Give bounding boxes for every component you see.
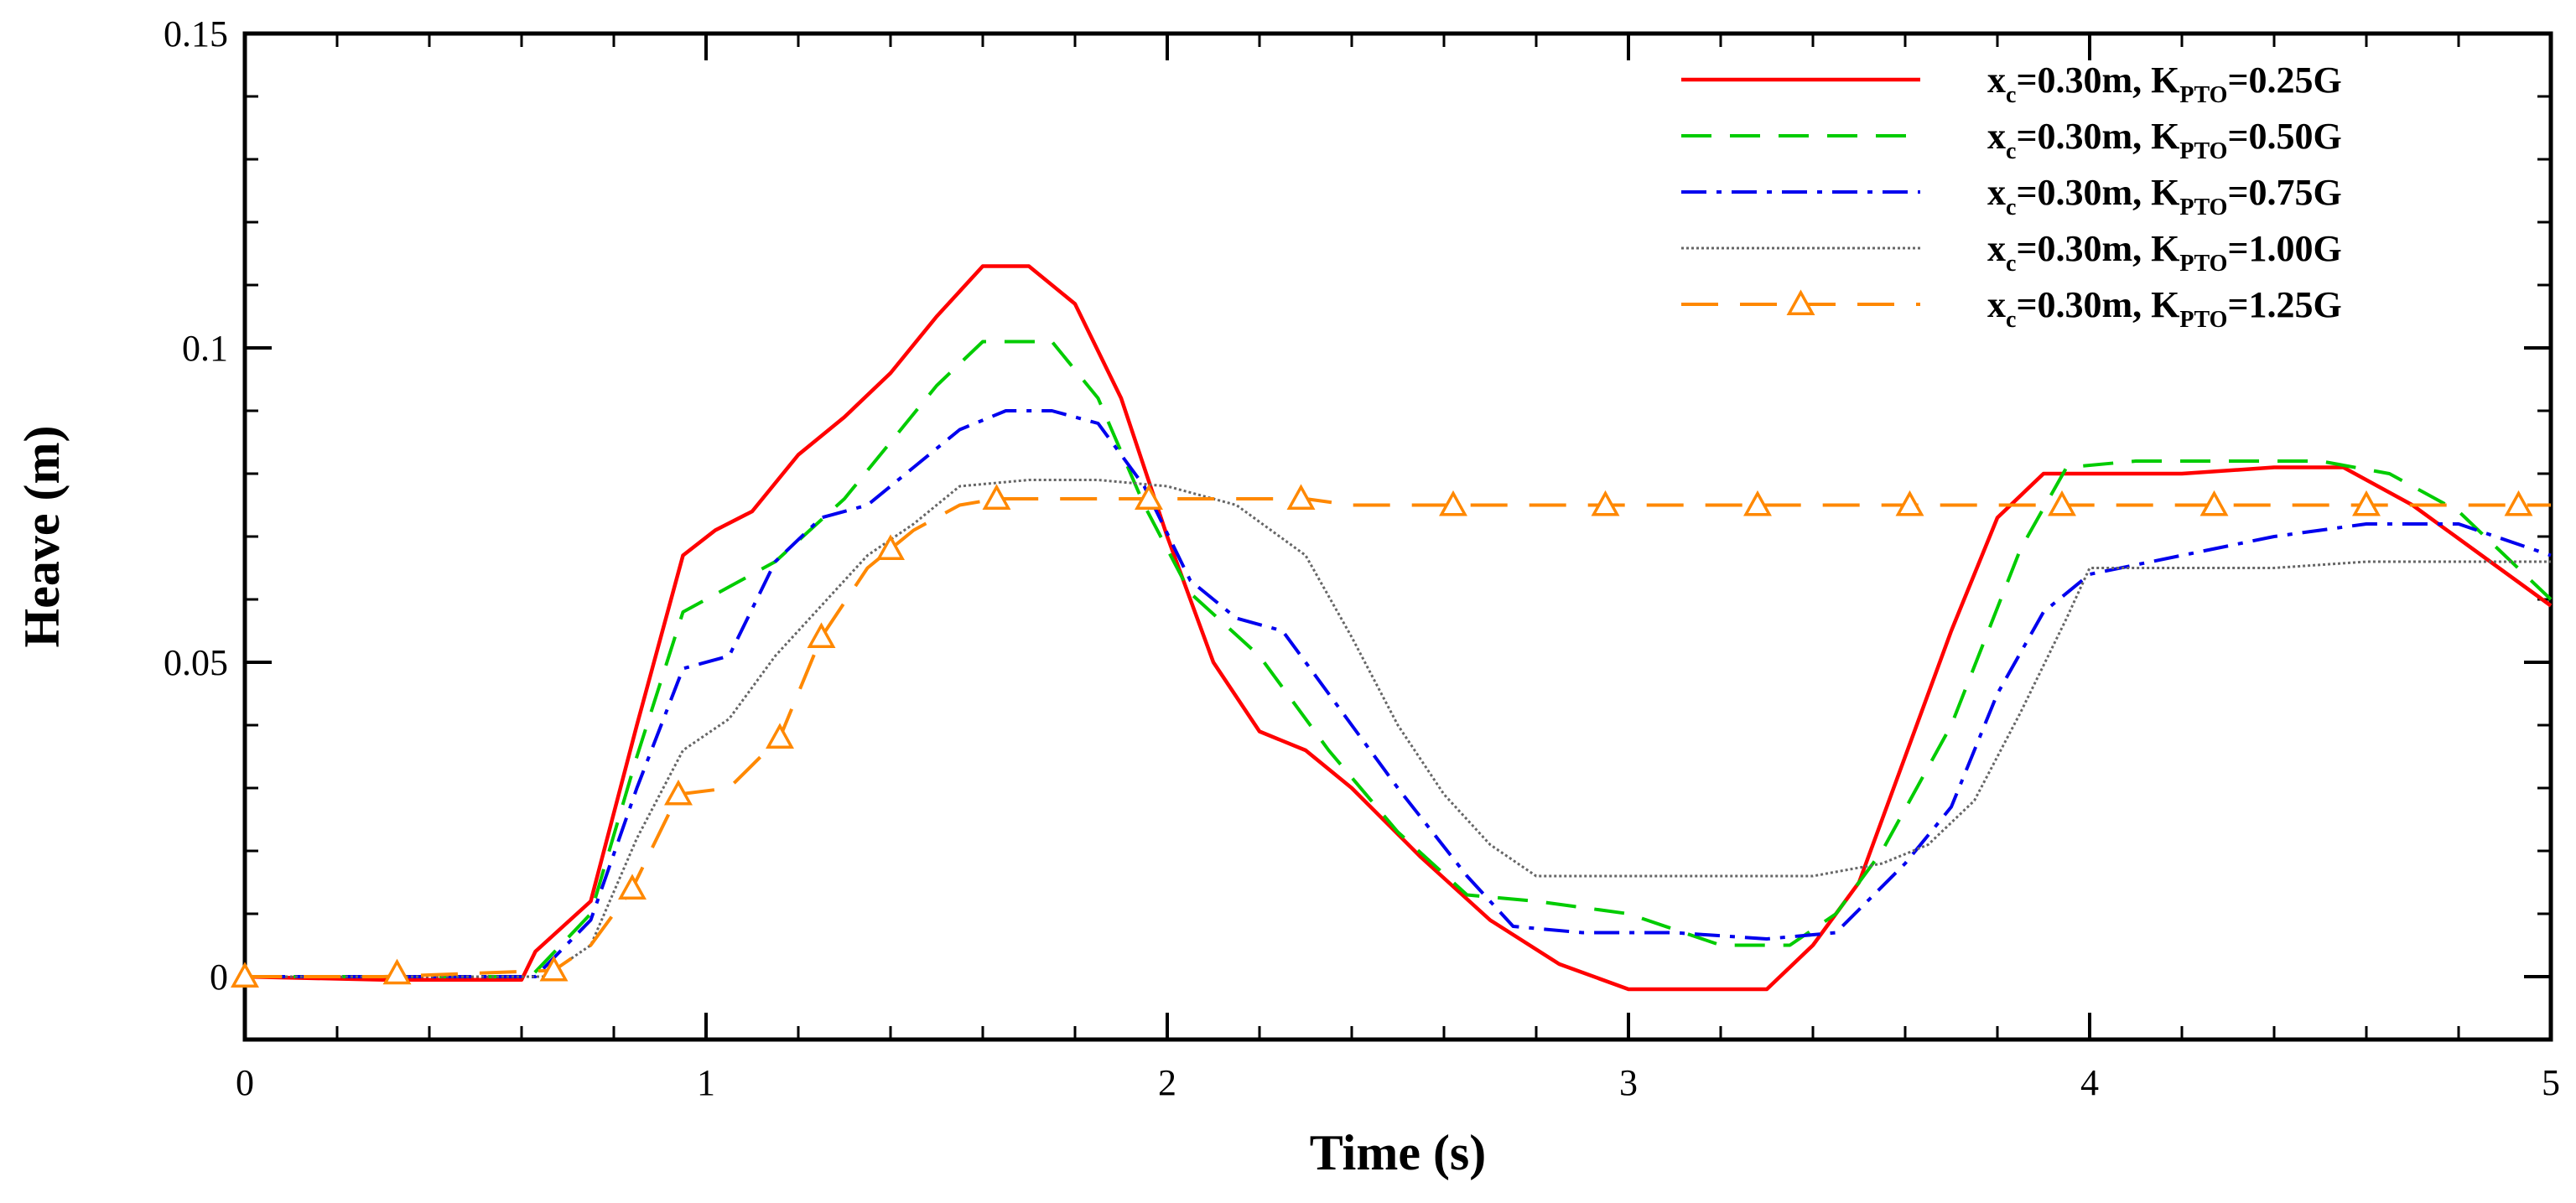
legend: xc=0.30m, KPTO=0.25G xc=0.30m, KPTO=0.50G… (1681, 60, 2342, 333)
legend-label: xc=0.30m, KPTO=1.25G (1987, 284, 2342, 333)
legend-label: xc=0.30m, KPTO=0.75G (1987, 172, 2342, 220)
legend-item: xc=0.30m, KPTO=0.25G (1681, 60, 2342, 108)
data-point-marker (2504, 490, 2533, 516)
data-point-marker (618, 874, 647, 900)
series-line (244, 264, 2553, 992)
data-point-marker (1135, 484, 1163, 510)
data-point-marker (1743, 490, 1772, 516)
series-3 (245, 409, 2552, 978)
data-point-marker (1591, 490, 1620, 516)
legend-item: xc=0.30m, KPTO=1.00G (1681, 228, 2342, 277)
data-point-marker (807, 622, 836, 648)
legend-item: xc=0.30m, KPTO=0.50G (1681, 116, 2342, 164)
series-line (245, 340, 2553, 978)
x-tick-label: 0 (236, 1062, 254, 1103)
legend-item: xc=0.30m, KPTO=1.25G (1681, 284, 2342, 333)
data-point-marker (539, 955, 569, 982)
y-axis-label: Heave (m) (14, 426, 70, 648)
legend-label: xc=0.30m, KPTO=1.00G (1987, 228, 2342, 277)
legend-label: xc=0.30m, KPTO=0.50G (1987, 116, 2342, 164)
axis-tick-labels: 0 1 2 3 4 5 0 0.05 0.1 0.15 (164, 13, 2560, 1103)
series-1 (244, 264, 2553, 992)
series-4 (245, 479, 2551, 978)
series-line (245, 409, 2552, 978)
legend-marker (1786, 289, 1815, 315)
x-tick-label: 3 (1619, 1062, 1638, 1103)
axis-ticks (243, 32, 2553, 1040)
x-tick-label: 2 (1158, 1062, 1176, 1103)
x-tick-label: 5 (2542, 1062, 2560, 1103)
data-point-marker (982, 484, 1011, 510)
legend-label: xc=0.30m, KPTO=0.25G (1987, 60, 2342, 108)
series-2 (245, 340, 2553, 978)
series-5 (231, 484, 2551, 988)
data-point-marker (1895, 490, 1924, 516)
y-tick-label: 0 (210, 957, 228, 998)
y-tick-label: 0.1 (182, 328, 228, 369)
x-tick-label: 4 (2080, 1062, 2099, 1103)
data-point-marker (1439, 490, 1467, 516)
data-point-marker (766, 723, 794, 749)
data-point-marker (2199, 490, 2229, 516)
series-line (245, 479, 2551, 978)
data-point-marker (231, 962, 259, 988)
series-group (231, 264, 2553, 992)
data-point-marker (2352, 490, 2381, 516)
legend-item: xc=0.30m, KPTO=0.75G (1681, 172, 2342, 220)
x-tick-label: 1 (697, 1062, 715, 1103)
x-axis-label: Time (s) (1310, 1125, 1487, 1180)
series-line (245, 497, 2551, 978)
data-point-marker (1286, 484, 1316, 510)
data-point-marker (382, 958, 412, 985)
data-point-marker (2048, 490, 2076, 516)
y-tick-label: 0.15 (164, 13, 228, 54)
data-point-marker (876, 534, 905, 560)
plot-frame (242, 31, 2553, 1042)
y-tick-label: 0.05 (164, 642, 228, 683)
data-point-marker (664, 779, 693, 806)
